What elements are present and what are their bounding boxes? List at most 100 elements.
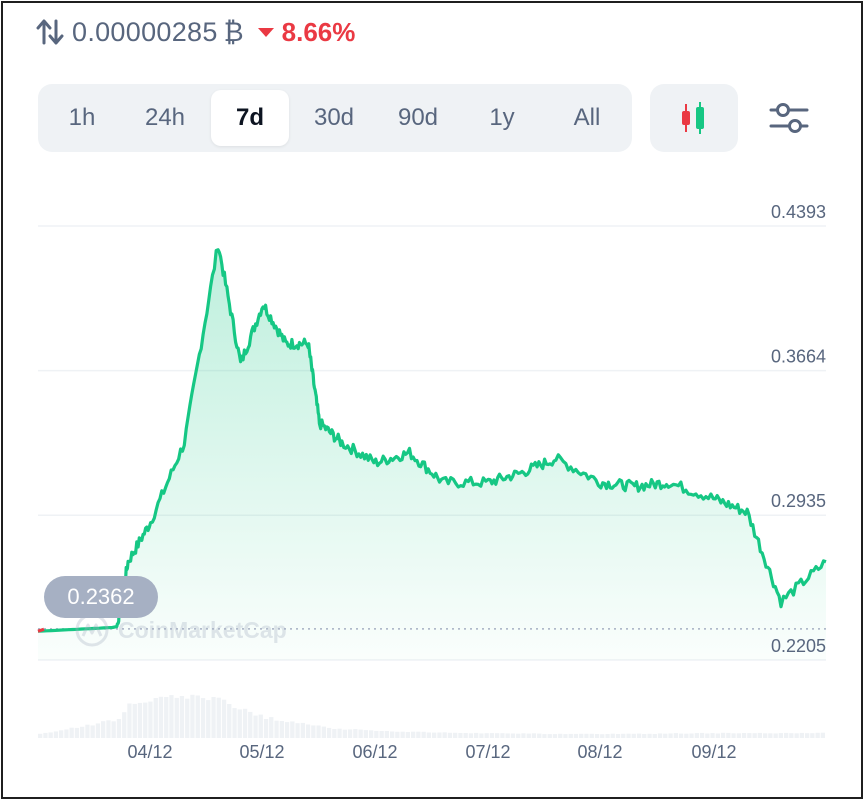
tab-30d[interactable]: 30d	[313, 104, 355, 131]
volume-bar	[395, 731, 400, 738]
tab-1y[interactable]: 1y	[489, 104, 515, 131]
volume-bar	[568, 733, 573, 738]
tab-7d[interactable]: 7d	[211, 90, 289, 146]
volume-bar	[363, 730, 368, 738]
volume-bar	[347, 729, 353, 738]
volume-bar	[369, 730, 374, 738]
tab-all[interactable]: All	[573, 104, 601, 131]
volume-bar	[300, 722, 305, 738]
volume-bar	[479, 733, 484, 738]
volume-bar	[463, 733, 468, 738]
volume-bar	[805, 733, 810, 738]
candlestick-toggle-button[interactable]	[650, 84, 738, 152]
volume-bar	[179, 696, 185, 738]
volume-bar	[516, 733, 521, 738]
volume-bar	[537, 733, 542, 738]
volume-bar	[652, 734, 657, 738]
volume-bar	[610, 733, 615, 738]
volume-bar	[699, 732, 705, 738]
volume-bar	[531, 733, 537, 738]
tab-90d[interactable]: 90d	[397, 104, 439, 131]
y-tick-label: 0.4393	[771, 202, 826, 222]
volume-bar	[615, 734, 621, 738]
volume-bar	[69, 727, 74, 738]
volume-bar	[594, 734, 600, 738]
volume-bar	[174, 697, 179, 738]
volume-bar	[116, 719, 122, 738]
swap-vertical-arrows-icon[interactable]	[36, 17, 64, 47]
volume-bar	[326, 727, 332, 738]
time-range-tabs: 1h 24h 7d 30d 90d 1y All	[38, 84, 632, 152]
volume-bar	[474, 732, 479, 738]
volume-bar	[820, 732, 825, 738]
volume-bar	[164, 697, 169, 738]
y-tick-label: 0.2935	[771, 491, 826, 511]
volume-bar	[705, 733, 710, 738]
volume-bar	[505, 733, 510, 738]
volume-bar	[216, 697, 221, 738]
volume-bar	[647, 733, 652, 738]
volume-bar	[379, 731, 384, 738]
volume-bar	[794, 733, 799, 738]
volume-bar	[489, 733, 495, 738]
volume-bar	[684, 733, 689, 738]
x-tick-label: 08/12	[577, 742, 622, 762]
y-tick-label: 0.3664	[771, 347, 826, 367]
chart-settings-button[interactable]	[764, 96, 814, 140]
volume-bar	[563, 734, 568, 738]
caret-down-icon	[257, 27, 274, 37]
volume-bar	[284, 722, 290, 738]
volume-bar	[227, 704, 232, 738]
volume-bar	[258, 714, 263, 738]
volume-bar	[678, 733, 684, 738]
candlestick-chart-icon	[682, 102, 704, 134]
volume-bar	[673, 733, 678, 738]
volume-bar	[148, 701, 153, 738]
volume-bar	[64, 729, 69, 738]
price-line	[37, 248, 827, 633]
volume-bar	[106, 720, 111, 738]
volume-bar	[542, 734, 547, 738]
volume-bar	[426, 732, 431, 738]
tab-1h[interactable]: 1h	[68, 104, 96, 131]
sliders-settings-icon	[769, 103, 809, 133]
volume-bars	[38, 694, 825, 738]
volume-bar	[80, 726, 85, 738]
volume-bar	[720, 732, 726, 738]
volume-bar	[432, 732, 437, 738]
volume-bar	[195, 695, 200, 738]
volume-bar	[38, 733, 43, 738]
volume-bar	[279, 721, 284, 738]
volume-bar	[715, 733, 720, 738]
volume-bar	[731, 733, 736, 738]
volume-bar	[390, 731, 395, 738]
volume-bar	[342, 729, 347, 738]
volume-bar	[185, 698, 190, 738]
volume-bar	[547, 734, 552, 738]
volume-bar	[237, 709, 242, 738]
price-change-value: 8.66%	[281, 16, 356, 47]
volume-bar	[626, 733, 631, 738]
volume-bar	[495, 733, 500, 738]
volume-bar	[85, 724, 90, 738]
x-tick-label: 05/12	[239, 742, 284, 762]
volume-bar	[269, 717, 274, 738]
volume-bar	[584, 733, 589, 738]
price-line-start-segment	[37, 627, 45, 633]
volume-bar	[510, 733, 516, 738]
volume-bar	[95, 723, 101, 738]
volume-bar	[736, 733, 741, 738]
volume-bar	[757, 732, 762, 738]
volume-bar	[500, 733, 505, 738]
volume-bar	[43, 732, 48, 738]
volume-bar	[190, 694, 195, 738]
volume-bar	[558, 733, 563, 738]
volume-bar	[122, 712, 127, 738]
volume-bar	[384, 731, 389, 738]
volume-bar	[53, 731, 59, 738]
volume-bar	[143, 702, 148, 738]
tab-24h[interactable]: 24h	[144, 104, 186, 131]
start-price-label: 0.2362	[44, 576, 158, 618]
watermark-text: CoinMarketCap	[118, 616, 287, 643]
